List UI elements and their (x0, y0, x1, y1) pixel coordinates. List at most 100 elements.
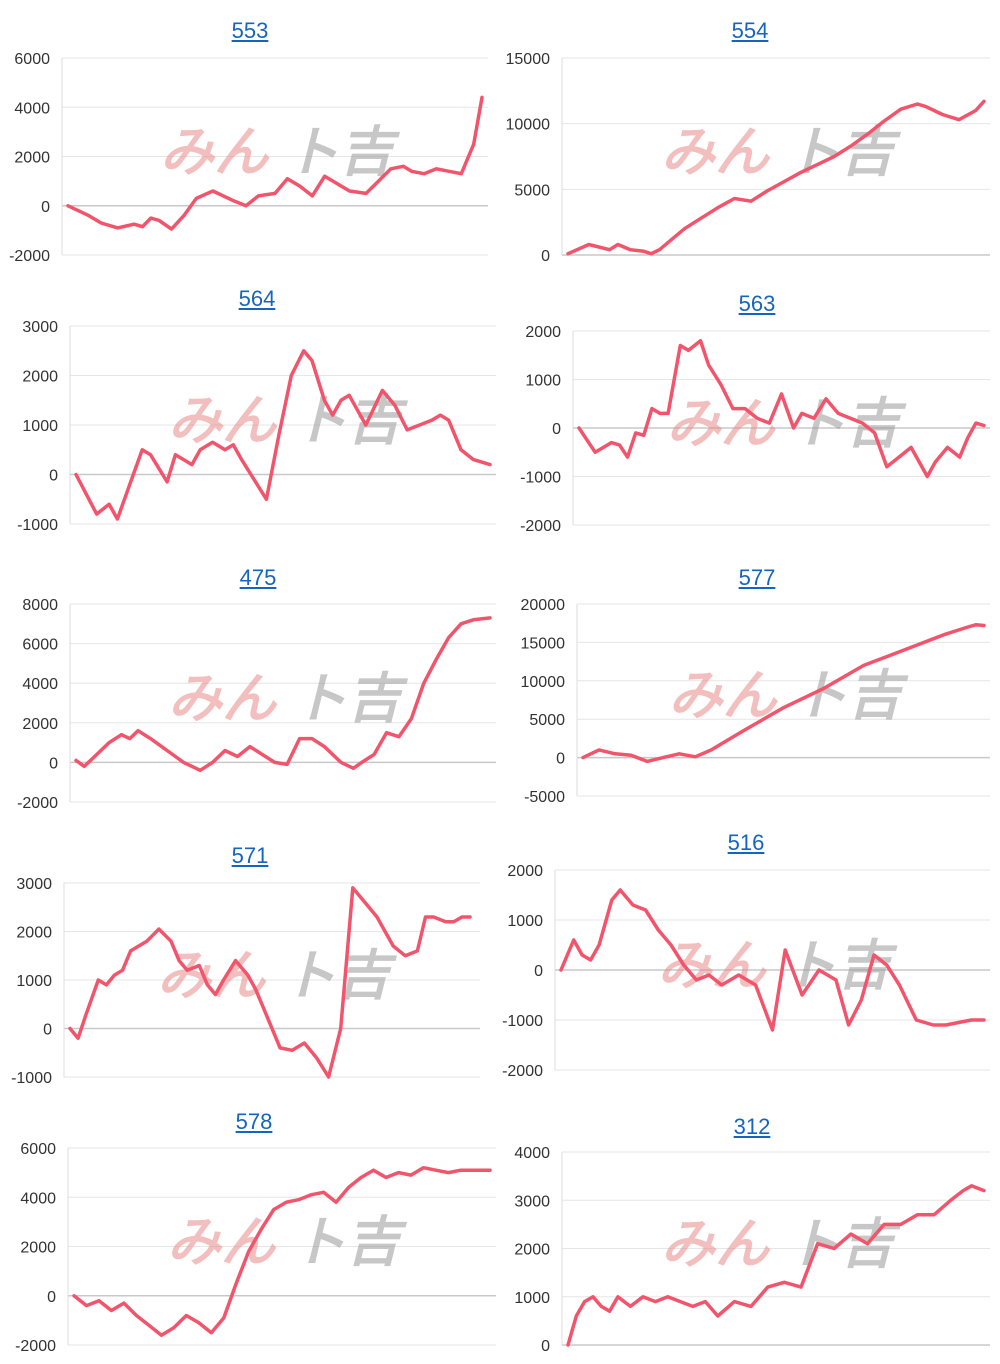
series-line-312 (566, 1184, 986, 1347)
watermark-logo-pink: みん (167, 1211, 277, 1274)
watermark-logo-gray: ト吉 (285, 121, 401, 184)
watermark-logo-gray: ト吉 (786, 1213, 902, 1276)
series-line-571 (68, 886, 472, 1079)
y-tick-label: 1000 (525, 373, 561, 390)
chart-title-link-554[interactable]: 554 (731, 18, 769, 43)
watermark-logo-pink: みん (661, 121, 771, 184)
chart-title-link-516[interactable]: 516 (727, 830, 765, 855)
y-tick-label: 4000 (514, 1145, 550, 1162)
watermark-logo-gray: ト吉 (292, 1211, 408, 1274)
y-tick-label: 1000 (507, 913, 543, 930)
y-tick-label: 1000 (16, 973, 52, 990)
watermark-logo-pink: みん (667, 392, 777, 455)
series-line-578 (72, 1165, 492, 1337)
y-tick-label: 2000 (507, 863, 543, 880)
y-tick-label: 2000 (16, 925, 52, 942)
y-tick-label: 3000 (16, 876, 52, 893)
y-tick-label: 1000 (514, 1290, 550, 1307)
chart-title-link-571[interactable]: 571 (231, 843, 269, 868)
y-tick-label: 2000 (525, 324, 561, 341)
y-tick-label: -2000 (17, 795, 58, 812)
y-tick-label: 2000 (14, 150, 50, 167)
y-tick-label: 0 (541, 1338, 550, 1355)
series-line-563 (577, 338, 986, 479)
chart-title-link-475[interactable]: 475 (239, 565, 277, 590)
y-tick-label: 6000 (22, 637, 58, 654)
y-tick-label: 2000 (514, 1242, 550, 1259)
chart-title-link-553[interactable]: 553 (231, 18, 269, 43)
y-tick-label: -2000 (502, 1063, 543, 1080)
y-tick-label: 4000 (22, 676, 58, 693)
y-tick-label: 2000 (20, 1240, 56, 1257)
y-tick-label: 3000 (514, 1193, 550, 1210)
y-tick-label: 15000 (521, 635, 566, 652)
y-tick-label: 0 (43, 1022, 52, 1039)
watermark-logo-gray: ト吉 (794, 664, 910, 727)
watermark-logo-gray: ト吉 (293, 667, 409, 730)
y-tick-label: 0 (49, 468, 58, 485)
watermark-logo-pink: みん (157, 944, 267, 1007)
y-tick-label: 8000 (22, 597, 58, 614)
y-tick-label: 6000 (20, 1141, 56, 1158)
y-tick-label: 0 (534, 963, 543, 980)
y-tick-label: 10000 (506, 117, 551, 134)
y-tick-label: -2000 (9, 248, 50, 265)
chart-title-link-578[interactable]: 578 (235, 1109, 273, 1134)
series-line-553 (66, 95, 484, 231)
series-line-564 (74, 349, 492, 521)
watermark-logo-pink: みん (661, 1213, 771, 1276)
y-tick-label: -1000 (502, 1013, 543, 1030)
y-tick-label: 0 (47, 1289, 56, 1306)
y-tick-label: -5000 (524, 789, 565, 806)
chart-title-link-563[interactable]: 563 (738, 291, 776, 316)
y-tick-label: 2000 (22, 716, 58, 733)
y-tick-label: -1000 (17, 517, 58, 534)
y-tick-label: -1000 (520, 470, 561, 487)
series-line-475 (74, 616, 492, 773)
y-tick-label: 1000 (22, 418, 58, 435)
y-tick-label: 20000 (521, 597, 566, 614)
y-tick-label: 0 (552, 421, 561, 438)
series-line-554 (566, 99, 986, 256)
chart-title-link-564[interactable]: 564 (238, 286, 276, 311)
watermark-logo-gray: ト吉 (293, 389, 409, 452)
y-tick-label: 10000 (521, 674, 566, 691)
y-tick-label: 0 (541, 248, 550, 265)
y-tick-label: 4000 (14, 100, 50, 117)
y-tick-label: 5000 (529, 712, 565, 729)
y-tick-label: -1000 (11, 1070, 52, 1087)
y-tick-label: 0 (49, 755, 58, 772)
y-tick-label: 3000 (22, 319, 58, 336)
watermark-logo-pink: みん (669, 664, 779, 727)
series-line-577 (581, 622, 986, 764)
y-tick-label: -2000 (520, 518, 561, 535)
y-tick-label: 2000 (22, 369, 58, 386)
chart-title-link-312[interactable]: 312 (733, 1114, 771, 1139)
y-tick-label: 15000 (506, 51, 551, 68)
series-line-516 (559, 888, 986, 1032)
chart-title-link-577[interactable]: 577 (738, 565, 776, 590)
y-tick-label: 0 (41, 199, 50, 216)
y-tick-label: 5000 (514, 182, 550, 199)
watermark-logo-pink: みん (160, 121, 270, 184)
y-tick-label: 6000 (14, 51, 50, 68)
y-tick-label: 4000 (20, 1190, 56, 1207)
y-tick-label: -2000 (15, 1338, 56, 1355)
watermark-logo-pink: みん (168, 389, 278, 452)
watermark-logo-gray: ト吉 (786, 121, 902, 184)
watermark-logo-pink: みん (658, 934, 768, 997)
watermark-logo-gray: ト吉 (282, 944, 398, 1007)
watermark-logo-gray: ト吉 (792, 392, 908, 455)
y-tick-label: 0 (556, 751, 565, 768)
watermark-logo-gray: ト吉 (783, 934, 899, 997)
